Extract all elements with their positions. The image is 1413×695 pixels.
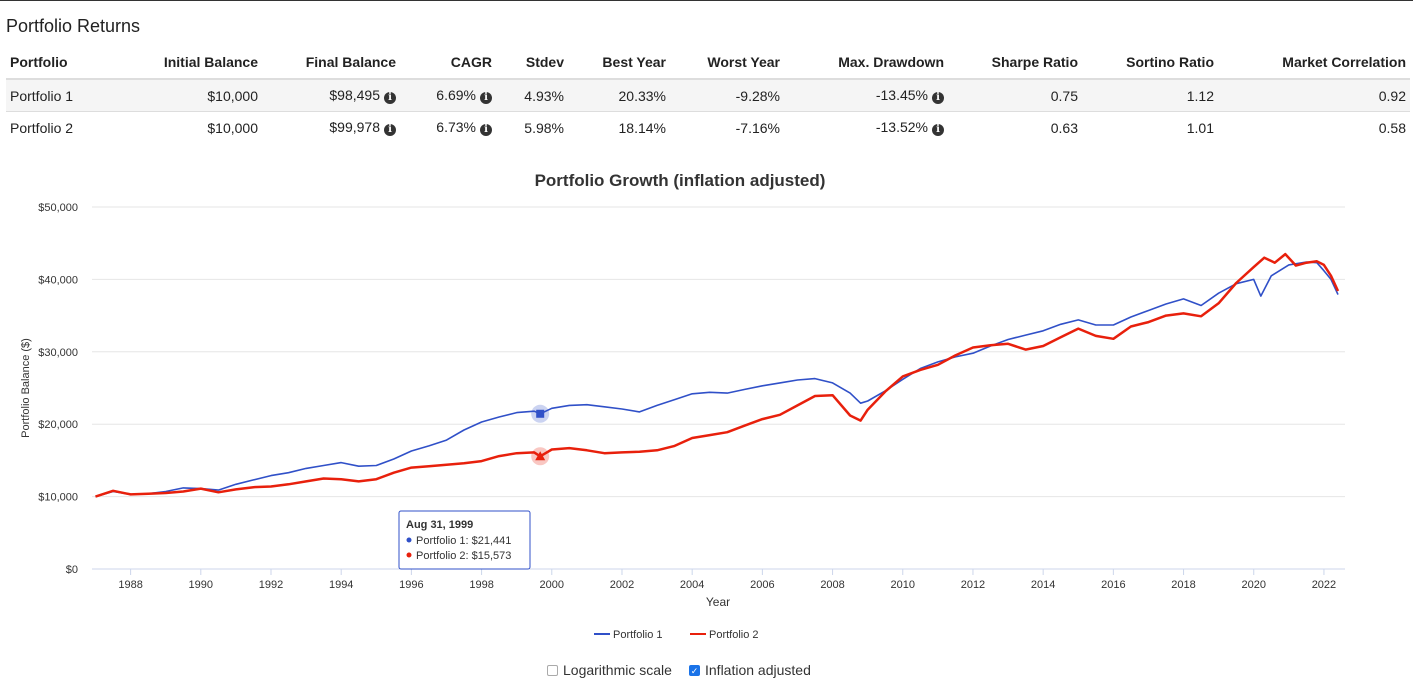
cell-corr: 0.92 xyxy=(1218,78,1410,112)
cell-sharpe: 0.75 xyxy=(948,78,1082,112)
returns-table: Portfolio Initial Balance Final Balance … xyxy=(6,46,1410,143)
info-circle-icon[interactable]: i xyxy=(480,92,492,104)
header-stdev: Stdev xyxy=(496,46,568,80)
legend-label-1: Portfolio 1 xyxy=(613,629,663,641)
final-value: $99,978 xyxy=(329,119,380,135)
x-tick-label: 2022 xyxy=(1312,579,1336,591)
x-tick-label: 1990 xyxy=(189,579,213,591)
y-tick-label: $30,000 xyxy=(38,347,78,359)
header-final-balance: Final Balance xyxy=(262,46,400,80)
log-scale-option[interactable]: Logarithmic scale xyxy=(547,662,672,678)
header-sharpe-ratio: Sharpe Ratio xyxy=(948,46,1082,80)
header-max-drawdown: Max. Drawdown xyxy=(784,46,948,80)
y-axis-title: Portfolio Balance ($) xyxy=(20,338,32,438)
hover-marker-square-1 xyxy=(536,409,545,418)
cell-portfolio: Portfolio 1 xyxy=(6,78,132,112)
info-circle-icon[interactable]: i xyxy=(384,92,396,104)
info-circle-icon[interactable]: i xyxy=(932,124,944,136)
table-header-row: Portfolio Initial Balance Final Balance … xyxy=(6,46,1410,80)
cell-best: 18.14% xyxy=(568,111,670,143)
drawdown-value: -13.52% xyxy=(875,119,928,135)
cell-cagr: 6.69% i xyxy=(400,78,496,112)
cagr-value: 6.69% xyxy=(436,87,476,103)
chart-title: Portfolio Growth (inflation adjusted) xyxy=(535,171,826,190)
cell-drawdown: -13.52% i xyxy=(784,111,948,143)
cagr-value: 6.73% xyxy=(436,119,476,135)
tooltip-line: Portfolio 2: $15,573 xyxy=(416,550,511,562)
portfolio-growth-chart[interactable]: Portfolio Growth (inflation adjusted) $0 $… xyxy=(0,160,1413,655)
final-value: $98,495 xyxy=(329,87,380,103)
info-circle-icon[interactable]: i xyxy=(932,92,944,104)
x-tick-label: 2002 xyxy=(610,579,634,591)
series-line-2 xyxy=(95,252,1340,498)
x-tick-label: 2012 xyxy=(961,579,985,591)
cell-sharpe: 0.63 xyxy=(948,111,1082,143)
tooltip: Aug 31, 1999 Portfolio 1: $21,441 Portfoli… xyxy=(398,510,531,570)
x-tick-label: 2018 xyxy=(1171,579,1195,591)
tooltip-box xyxy=(398,510,531,570)
x-tick-label: 2004 xyxy=(680,579,704,591)
cell-worst: -7.16% xyxy=(670,111,784,143)
x-tick-label: 2006 xyxy=(750,579,774,591)
x-tick-label: 1994 xyxy=(329,579,353,591)
tooltip-bullet xyxy=(406,552,412,558)
hover-marker-triangle-2 xyxy=(535,451,546,461)
drawdown-value: -13.45% xyxy=(875,87,928,103)
table-row: Portfolio 1 $10,000 $98,495 i 6.69% i 4.93… xyxy=(6,78,1410,112)
table-row: Portfolio 2 $10,000 $99,978 i 6.73% i 5.98… xyxy=(6,111,1410,143)
x-tick-label: 2010 xyxy=(891,579,915,591)
x-tick-label: 1996 xyxy=(399,579,423,591)
inflation-checkbox[interactable]: ✓ xyxy=(689,664,700,676)
x-tick-label: 2016 xyxy=(1101,579,1125,591)
y-tick-label: $10,000 xyxy=(38,492,78,504)
header-portfolio: Portfolio xyxy=(6,46,132,80)
x-tick-label: 1988 xyxy=(118,579,142,591)
legend-label-2: Portfolio 2 xyxy=(709,629,759,641)
y-tick-label: $50,000 xyxy=(38,202,78,214)
x-tick-label: 2014 xyxy=(1031,579,1055,591)
header-cagr: CAGR xyxy=(400,46,496,80)
series-line-1 xyxy=(95,261,1339,498)
y-tick-label: $0 xyxy=(66,564,78,576)
header-initial-balance: Initial Balance xyxy=(132,46,262,80)
cell-sortino: 1.12 xyxy=(1082,78,1218,112)
log-scale-label: Logarithmic scale xyxy=(563,662,672,678)
top-border xyxy=(0,0,1413,1)
cell-corr: 0.58 xyxy=(1218,111,1410,143)
cell-initial: $10,000 xyxy=(132,78,262,112)
x-axis-title: Year xyxy=(706,595,730,609)
cell-sortino: 1.01 xyxy=(1082,111,1218,143)
cell-portfolio: Portfolio 2 xyxy=(6,111,132,143)
x-tick-label: 1998 xyxy=(469,579,493,591)
header-market-correlation: Market Correlation xyxy=(1218,46,1410,80)
log-scale-checkbox[interactable] xyxy=(547,664,558,676)
cell-final: $99,978 i xyxy=(262,111,400,143)
info-circle-icon[interactable]: i xyxy=(480,124,492,136)
x-tick-label: 1992 xyxy=(259,579,283,591)
y-tick-label: $20,000 xyxy=(38,419,78,431)
cell-initial: $10,000 xyxy=(132,111,262,143)
tooltip-line: Portfolio 1: $21,441 xyxy=(416,535,511,547)
header-best-year: Best Year xyxy=(568,46,670,80)
x-tick-label: 2008 xyxy=(820,579,844,591)
header-worst-year: Worst Year xyxy=(670,46,784,80)
cell-cagr: 6.73% i xyxy=(400,111,496,143)
header-sortino-ratio: Sortino Ratio xyxy=(1082,46,1218,80)
cell-stdev: 5.98% xyxy=(496,111,568,143)
inflation-option[interactable]: ✓ Inflation adjusted xyxy=(689,662,811,678)
cell-best: 20.33% xyxy=(568,78,670,112)
cell-stdev: 4.93% xyxy=(496,78,568,112)
info-circle-icon[interactable]: i xyxy=(384,124,396,136)
y-tick-label: $40,000 xyxy=(38,274,78,286)
cell-final: $98,495 i xyxy=(262,78,400,112)
x-tick-label: 2000 xyxy=(540,579,564,591)
inflation-label: Inflation adjusted xyxy=(705,662,811,678)
cell-worst: -9.28% xyxy=(670,78,784,112)
section-title: Portfolio Returns xyxy=(6,16,141,36)
tooltip-date: Aug 31, 1999 xyxy=(406,519,473,531)
x-tick-label: 2020 xyxy=(1242,579,1266,591)
tooltip-bullet xyxy=(406,537,412,543)
cell-drawdown: -13.45% i xyxy=(784,78,948,112)
